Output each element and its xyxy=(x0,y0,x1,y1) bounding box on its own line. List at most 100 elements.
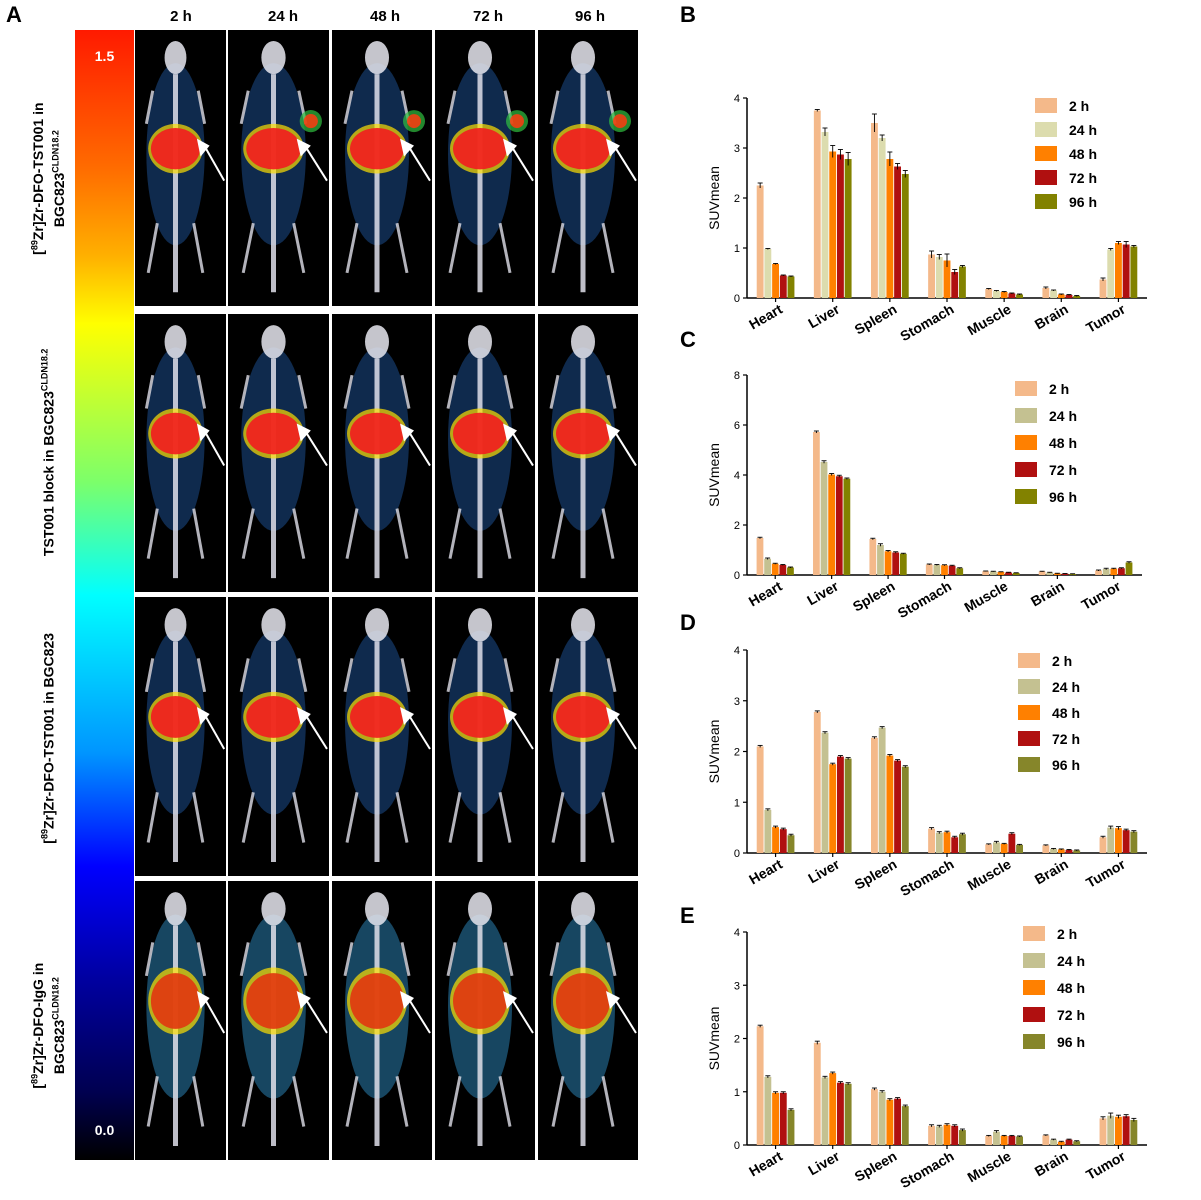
bar-heart-72h xyxy=(779,829,787,853)
y-tick-label: 8 xyxy=(734,370,740,382)
bar-muscle-96h xyxy=(1016,844,1023,853)
legend-swatch-2h xyxy=(1035,98,1057,113)
legend-label-48h: 48 h xyxy=(1069,146,1097,162)
x-tick-label-tumor: Tumor xyxy=(1083,855,1128,890)
bar-stomach-24h xyxy=(935,257,943,298)
bar-spleen-48h xyxy=(886,755,894,853)
bar-muscle-2h xyxy=(985,844,993,853)
legend-label-48h: 48 h xyxy=(1049,435,1077,451)
time-header-72h: 72 h xyxy=(472,8,503,25)
legend-label-72h: 72 h xyxy=(1057,1007,1085,1023)
bar-liver-24h xyxy=(820,462,828,575)
y-tick-label: 4 xyxy=(734,645,740,657)
bar-heart-96h xyxy=(787,567,794,575)
bar-tumor-48h xyxy=(1115,828,1122,853)
pet-image-r1-c1 xyxy=(135,30,226,306)
bar-stomach-96h xyxy=(959,834,966,853)
bar-heart-2h xyxy=(756,538,764,575)
bar-liver-24h xyxy=(821,1077,829,1145)
bar-stomach-72h xyxy=(948,565,956,575)
bar-brain-2h xyxy=(1038,571,1046,575)
bar-liver-48h xyxy=(829,764,837,853)
x-tick-label-muscle: Muscle xyxy=(961,578,1010,616)
y-tick-label: 0 xyxy=(734,570,740,582)
bar-heart-48h xyxy=(772,264,779,298)
pet-image-r4-c1 xyxy=(135,881,226,1160)
bar-spleen-24h xyxy=(878,1091,886,1145)
bar-spleen-96h xyxy=(901,766,909,853)
x-tick-label-stomach: Stomach xyxy=(897,1148,956,1191)
bar-heart-96h xyxy=(787,276,795,298)
x-tick-label-brain: Brain xyxy=(1032,856,1071,888)
row-label-3: [89Zr]Zr-DFO-TST001 in BGC823 xyxy=(39,632,57,844)
bar-heart-72h xyxy=(779,565,787,575)
row-label-1: [89Zr]Zr-DFO-TST001 in BGC823CLDN18.2 xyxy=(29,102,67,255)
legend-label-72h: 72 h xyxy=(1049,462,1077,478)
bar-muscle-24h xyxy=(993,1131,1000,1145)
legend-swatch-48h xyxy=(1015,435,1037,450)
legend-swatch-48h xyxy=(1035,146,1057,161)
y-tick-label: 2 xyxy=(734,747,740,759)
legend-label-24h: 24 h xyxy=(1052,679,1080,695)
y-tick-label: 4 xyxy=(734,93,740,105)
bar-muscle-2h xyxy=(982,571,990,575)
bar-tumor-72h xyxy=(1122,1116,1130,1145)
pet-image-r3-c3 xyxy=(332,597,432,876)
bar-stomach-24h xyxy=(935,832,943,853)
bar-heart-48h xyxy=(772,1092,779,1145)
bar-brain-72h xyxy=(1061,573,1069,575)
bar-spleen-24h xyxy=(878,138,886,298)
bar-stomach-48h xyxy=(943,1124,951,1145)
bar-stomach-96h xyxy=(959,1130,966,1145)
pet-image-r2-c5 xyxy=(538,314,638,592)
row-label-4: [89Zr]Zr-DFO-IgG in BGC823CLDN18.2 xyxy=(29,962,67,1089)
bar-muscle-72h xyxy=(1008,293,1016,298)
time-header-24h: 24 h xyxy=(267,8,298,25)
y-axis-label: SUVmean xyxy=(706,720,722,784)
bar-stomach-96h xyxy=(956,568,964,575)
bar-tumor-24h xyxy=(1107,249,1115,298)
y-axis-label: SUVmean xyxy=(706,1007,722,1071)
y-tick-label: 4 xyxy=(734,927,740,939)
bar-brain-48h xyxy=(1057,294,1065,298)
bar-brain-48h xyxy=(1057,1141,1065,1145)
legend-swatch-72h xyxy=(1035,170,1057,185)
bar-heart-24h xyxy=(764,558,771,575)
bar-liver-72h xyxy=(837,1082,844,1145)
bar-muscle-72h xyxy=(1008,1135,1016,1145)
panel-letter-e: E xyxy=(680,903,695,928)
pet-image-r1-c2 xyxy=(228,30,329,306)
bar-spleen-96h xyxy=(901,174,909,298)
bar-brain-24h xyxy=(1050,848,1057,853)
bar-stomach-24h xyxy=(935,1126,943,1145)
bar-liver-96h xyxy=(844,758,852,853)
bar-liver-24h xyxy=(821,732,829,853)
y-tick-label: 4 xyxy=(734,470,740,482)
x-tick-label-brain: Brain xyxy=(1032,1148,1071,1180)
bar-liver-72h xyxy=(837,154,844,298)
bar-stomach-24h xyxy=(933,565,941,575)
legend-label-96h: 96 h xyxy=(1049,489,1077,505)
bar-tumor-2h xyxy=(1099,1118,1107,1145)
bar-liver-48h xyxy=(829,151,837,298)
bar-heart-2h xyxy=(756,746,764,853)
bar-brain-2h xyxy=(1042,845,1050,853)
pet-image-r2-c1 xyxy=(135,314,226,592)
bar-brain-96h xyxy=(1073,296,1081,298)
legend-swatch-48h xyxy=(1018,705,1040,720)
bar-stomach-72h xyxy=(951,837,959,853)
bar-liver-2h xyxy=(813,110,821,298)
x-tick-label-heart: Heart xyxy=(746,301,785,333)
pet-image-r2-c2 xyxy=(228,314,329,592)
legend-label-48h: 48 h xyxy=(1057,980,1085,996)
x-tick-label-muscle: Muscle xyxy=(965,301,1014,339)
bar-heart-24h xyxy=(764,1076,772,1145)
x-tick-label-spleen: Spleen xyxy=(852,1148,900,1185)
bar-tumor-2h xyxy=(1095,570,1102,575)
legend-swatch-96h xyxy=(1035,194,1057,209)
x-tick-label-tumor: Tumor xyxy=(1078,577,1123,612)
x-tick-label-brain: Brain xyxy=(1032,301,1071,333)
legend-swatch-72h xyxy=(1018,731,1040,746)
